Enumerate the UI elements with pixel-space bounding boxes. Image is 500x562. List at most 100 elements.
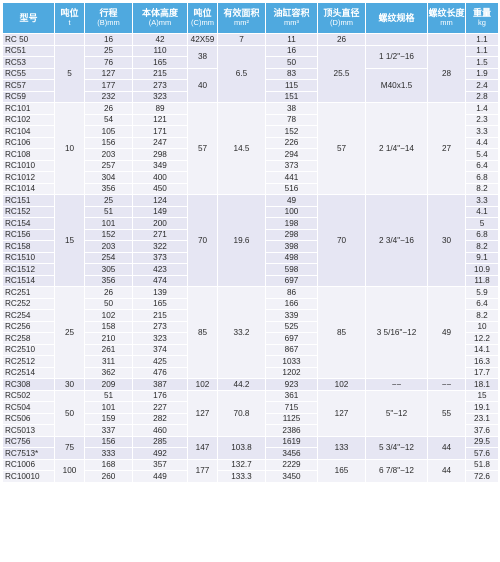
volume-cell: 697 [265, 274, 318, 287]
thread-spec-cell: 2 3/4"−16 [365, 194, 428, 287]
model-cell: RC57 [2, 79, 55, 92]
model-cell: RC252 [2, 297, 55, 310]
volume-cell: 398 [265, 240, 318, 253]
header-head-diameter: 顶头直径 (D)mm [317, 2, 366, 34]
spec-table: 型号 吨位 t 行程 (B)mm 本体高度 (A)mm 吨位 (C)mm 有效面积 mm²… [2, 2, 499, 483]
head-diameter-cell: 26 [317, 33, 366, 46]
thread-spec-cell: 6 7/8"−12 [365, 458, 428, 483]
weight-cell: 15 [465, 389, 499, 402]
volume-cell: 715 [265, 401, 318, 414]
volume-cell: 361 [265, 389, 318, 402]
volume-cell: 339 [265, 309, 318, 322]
c-cell: 127 [187, 389, 218, 437]
stroke-cell: 305 [84, 263, 133, 276]
table-row: RC1510 254 373 498 9.1 [2, 251, 499, 264]
model-cell: RC1006 [2, 458, 55, 471]
volume-cell: 115 [265, 79, 318, 92]
stroke-cell: 337 [84, 424, 133, 437]
volume-cell: 867 [265, 343, 318, 356]
thread-spec-cell: 5 3/4"−12 [365, 435, 428, 460]
head-diameter-cell: 133 [317, 435, 366, 460]
stroke-cell: 101 [84, 217, 133, 230]
volume-cell: 50 [265, 56, 318, 69]
thread-length-cell: 55 [427, 389, 466, 437]
volume-cell: 198 [265, 217, 318, 230]
model-cell: RC151 [2, 194, 55, 207]
height-cell: 42 [132, 33, 188, 46]
weight-cell: 72.6 [465, 470, 499, 483]
weight-cell: 14.1 [465, 343, 499, 356]
model-cell: RC102 [2, 113, 55, 126]
model-cell: RC251 [2, 286, 55, 299]
stroke-cell: 257 [84, 159, 133, 172]
head-diameter-cell: 102 [317, 378, 366, 391]
area-cell: 132.7 [217, 458, 266, 471]
volume-cell: 294 [265, 148, 318, 161]
height-cell: 273 [132, 79, 188, 92]
height-cell: 323 [132, 332, 188, 345]
volume-cell: 38 [265, 102, 318, 115]
head-diameter-cell: 57 [317, 102, 366, 195]
table-row: RC151 15 25 124 70 19.6 49 70 2 3/4"−16 30 3.3 [2, 194, 499, 287]
table-row: RC1012 304 400 441 6.8 [2, 171, 499, 184]
stroke-cell: 232 [84, 90, 133, 103]
height-cell: 374 [132, 343, 188, 356]
height-cell: 215 [132, 67, 188, 80]
height-cell: 474 [132, 274, 188, 287]
table-row: RC254 102 215 339 8.2 [2, 309, 499, 322]
stroke-cell: 50 [84, 297, 133, 310]
thread-length-cell [427, 33, 466, 46]
weight-cell: 57.6 [465, 447, 499, 460]
weight-cell: 1.4 [465, 102, 499, 115]
stroke-cell: 54 [84, 113, 133, 126]
model-cell: RC1510 [2, 251, 55, 264]
table-row: RC1512 305 423 598 10.9 [2, 263, 499, 276]
height-cell: 215 [132, 309, 188, 322]
model-cell: RC156 [2, 228, 55, 241]
weight-cell: 1.5 [465, 56, 499, 69]
table-row: RC252 50 165 166 6.4 [2, 297, 499, 310]
volume-cell: 11 [265, 33, 318, 46]
stroke-cell: 25 [84, 44, 133, 57]
model-cell: RC1010 [2, 159, 55, 172]
stroke-cell: 168 [84, 458, 133, 471]
model-cell: RC502 [2, 389, 55, 402]
volume-cell: 2229 [265, 458, 318, 471]
height-cell: 323 [132, 90, 188, 103]
weight-cell: 8.2 [465, 240, 499, 253]
model-cell: RC256 [2, 320, 55, 333]
table-row: RC2512 311 425 1033 16.3 [2, 355, 499, 368]
stroke-cell: 356 [84, 274, 133, 287]
table-row: RC108 203 298 294 5.4 [2, 148, 499, 161]
height-cell: 349 [132, 159, 188, 172]
height-cell: 357 [132, 458, 188, 471]
model-cell: RC1014 [2, 182, 55, 195]
thread-spec-cell: 2 1/4"−14 [365, 102, 428, 195]
height-cell: 492 [132, 447, 188, 460]
thread-length-cell: 49 [427, 286, 466, 379]
height-cell: 476 [132, 366, 188, 379]
model-cell: RC258 [2, 332, 55, 345]
stroke-cell: 158 [84, 320, 133, 333]
stroke-cell: 25 [84, 194, 133, 207]
height-cell: 450 [132, 182, 188, 195]
table-row: RC101 10 26 89 57 14.5 38 57 2 1/4"−14 27 1.4 [2, 102, 499, 195]
weight-cell: 37.6 [465, 424, 499, 437]
stroke-cell: 51 [84, 389, 133, 402]
header-area: 有效面积 mm² [217, 2, 266, 34]
tonnage-cell: 100 [54, 458, 85, 483]
volume-cell: 697 [265, 332, 318, 345]
height-cell: 227 [132, 401, 188, 414]
tonnage-cell: 10 [54, 102, 85, 195]
volume-cell: 3450 [265, 470, 318, 483]
table-row: RC55 127 215 40 83 M40x1.5 1.9 [2, 67, 499, 103]
height-cell: 121 [132, 113, 188, 126]
height-cell: 460 [132, 424, 188, 437]
tonnage-cell: 25 [54, 286, 85, 379]
area-cell: 7 [217, 33, 266, 46]
volume-cell: 516 [265, 182, 318, 195]
height-cell: 449 [132, 470, 188, 483]
stroke-cell: 102 [84, 309, 133, 322]
weight-cell: 3.3 [465, 125, 499, 138]
volume-cell: 441 [265, 171, 318, 184]
